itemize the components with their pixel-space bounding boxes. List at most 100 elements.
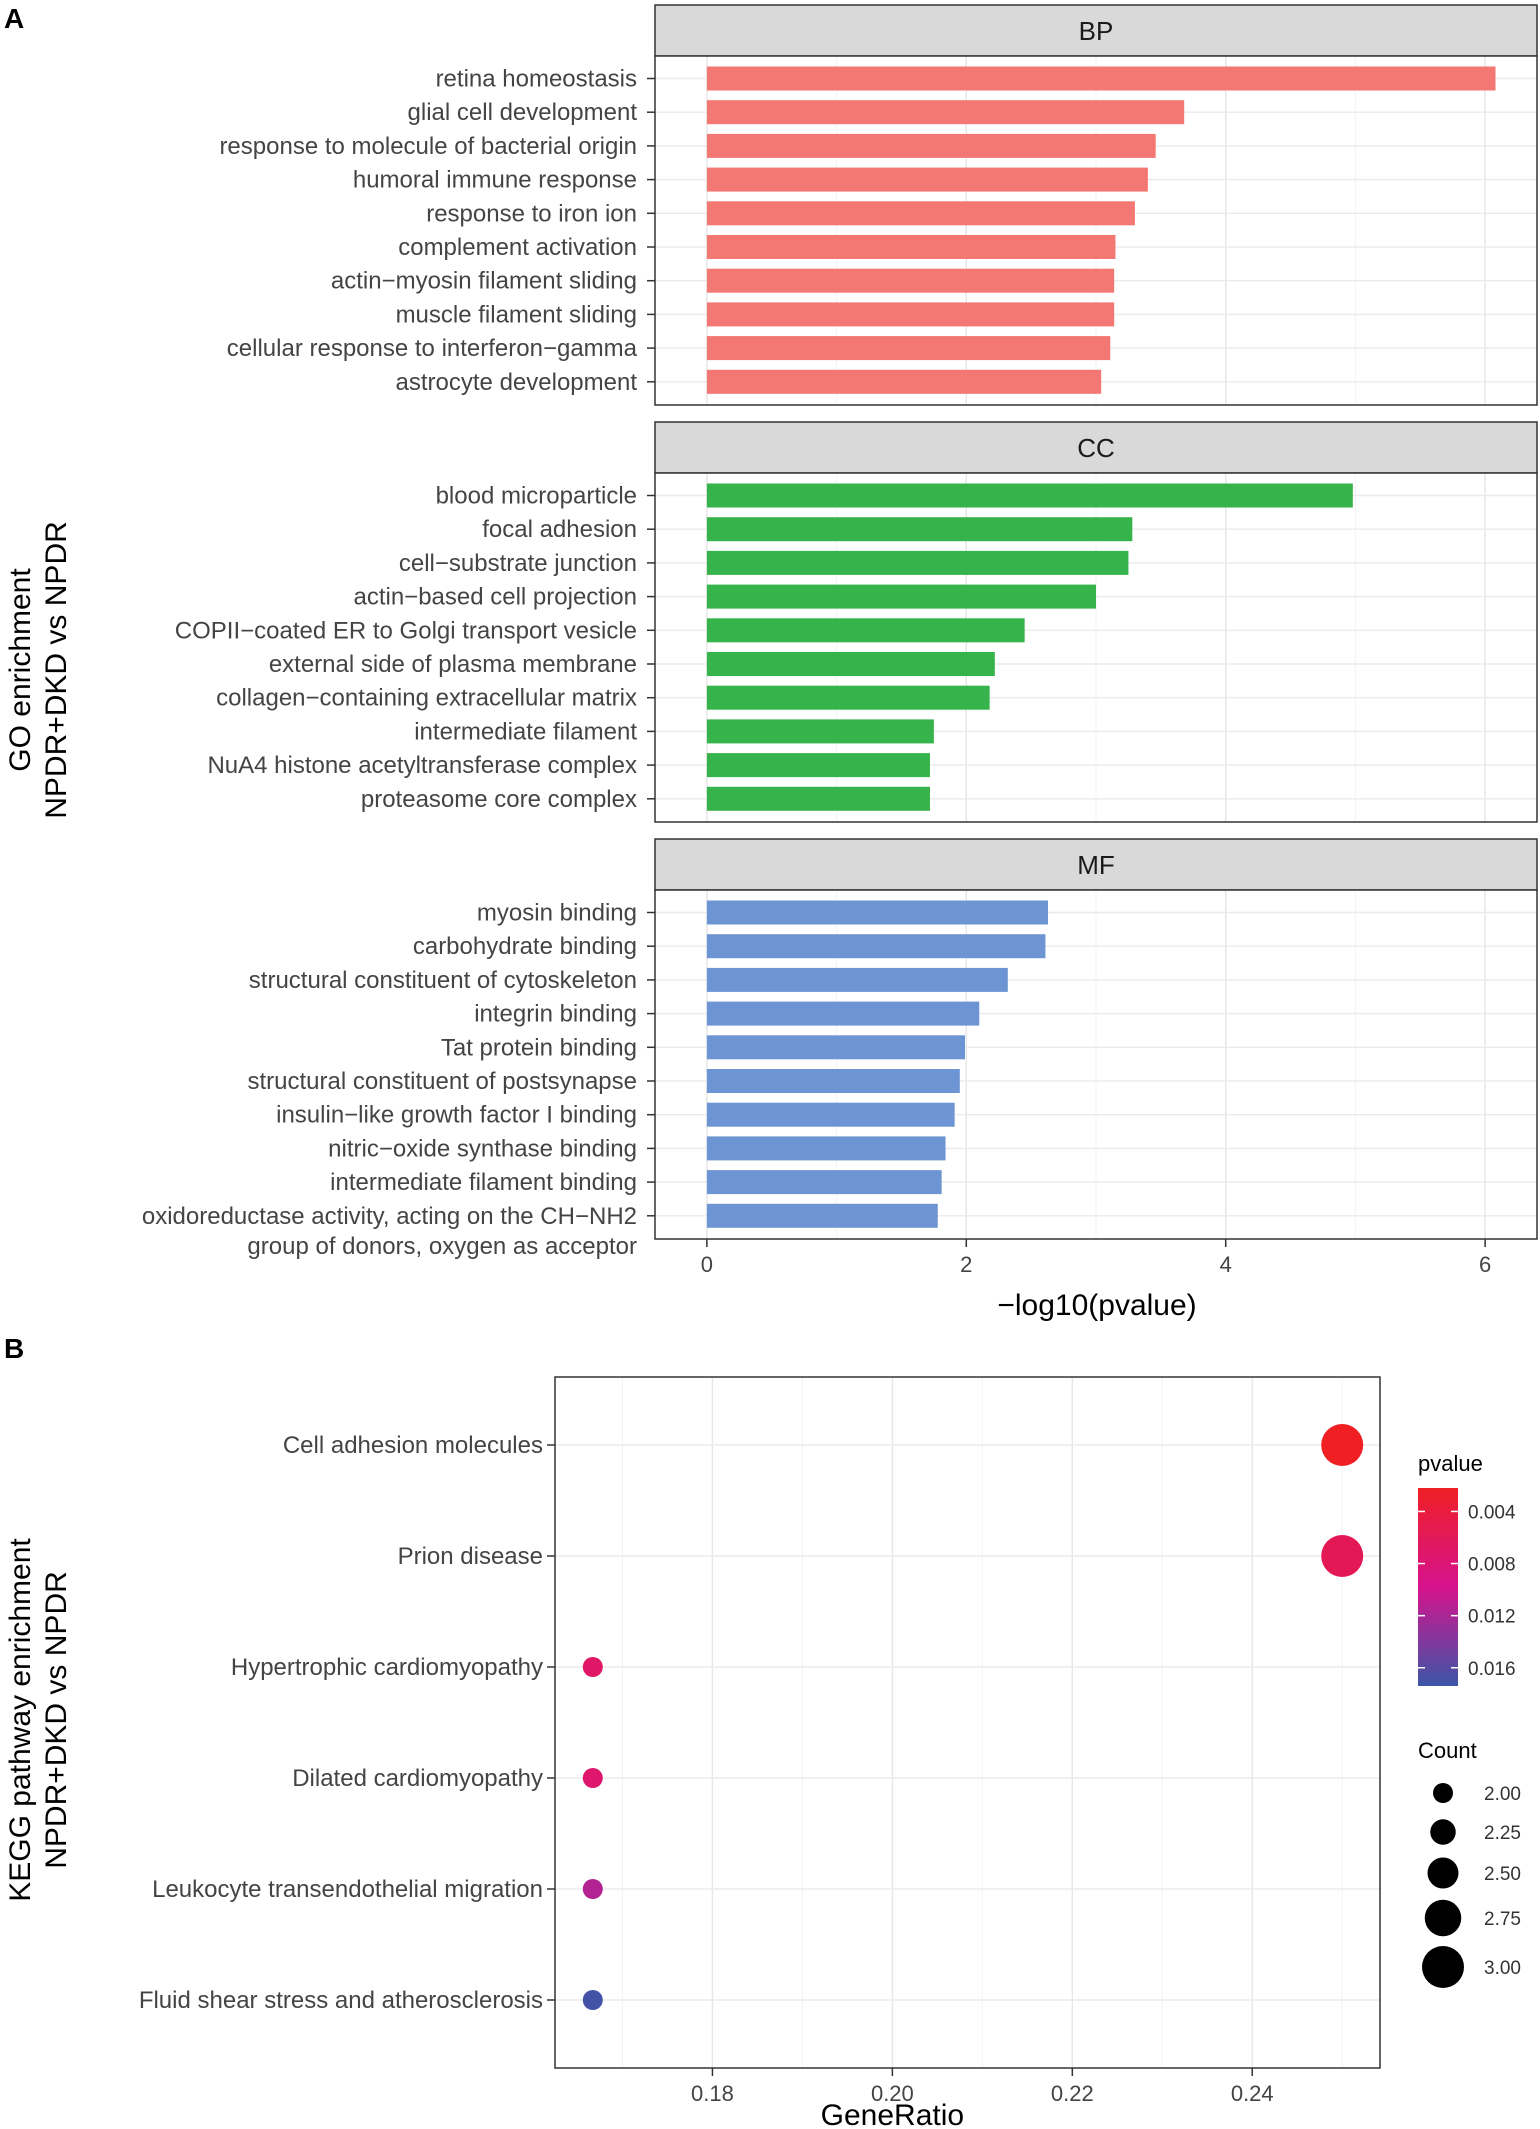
x-axis-title: GeneRatio xyxy=(821,2099,964,2129)
colorbar-label: 0.008 xyxy=(1468,1555,1516,1576)
category-label: Dilated cardiomyopathy xyxy=(292,1765,543,1792)
data-point xyxy=(1321,1535,1364,1577)
bar xyxy=(706,1035,965,1060)
category-label: collagen−containing extracellular matrix xyxy=(216,685,637,712)
bar xyxy=(706,1136,946,1161)
category-label: cellular response to interferon−gamma xyxy=(227,335,638,362)
facet-strip xyxy=(654,838,1538,891)
x-tick-label: 0.18 xyxy=(691,2081,734,2106)
category-label: Fluid shear stress and atherosclerosis xyxy=(139,1987,543,2014)
x-tick-label: 0.20 xyxy=(871,2081,914,2106)
bar xyxy=(706,1102,955,1127)
category-label: insulin−like growth factor I binding xyxy=(276,1102,637,1129)
bar xyxy=(706,302,1115,327)
legend-title-count: Count xyxy=(1418,1738,1477,1763)
bar xyxy=(706,1170,942,1195)
y-axis-title: GO enrichment xyxy=(4,568,37,772)
x-tick-label: 0.24 xyxy=(1231,2081,1274,2106)
bar xyxy=(706,900,1049,925)
x-tick-label: 6 xyxy=(1479,1252,1491,1277)
bar xyxy=(706,336,1111,361)
category-label: group of donors, oxygen as acceptor xyxy=(247,1233,637,1260)
bar xyxy=(706,967,1008,992)
category-label: intermediate filament binding xyxy=(330,1169,637,1196)
category-label: cell−substrate junction xyxy=(399,550,637,577)
go-axis: −log10(pvalue) GO enrichment NPDR+DKD vs N… xyxy=(4,521,1197,1322)
category-label: proteasome core complex xyxy=(361,786,637,813)
panel-border xyxy=(654,472,1538,823)
category-label: nitric−oxide synthase binding xyxy=(328,1135,637,1162)
category-label: response to molecule of bacterial origin xyxy=(219,133,637,160)
colorbar-label: 0.004 xyxy=(1468,1502,1516,1523)
colorbar xyxy=(1418,1488,1458,1686)
facet-strip-label: BP xyxy=(1079,16,1114,46)
category-label: Leukocyte transendothelial migration xyxy=(152,1876,543,1903)
size-legend-label: 2.00 xyxy=(1484,1784,1521,1805)
category-label: complement activation xyxy=(398,234,637,261)
bar xyxy=(706,483,1353,508)
bar xyxy=(706,1203,938,1228)
facet-strip xyxy=(654,4,1538,57)
size-legend-dot xyxy=(1427,1857,1459,1889)
data-point xyxy=(582,1657,603,1677)
data-point xyxy=(582,1768,603,1788)
category-label: external side of plasma membrane xyxy=(269,651,637,678)
data-point xyxy=(1321,1424,1364,1466)
category-label: oxidoreductase activity, acting on the C… xyxy=(142,1203,637,1230)
x-tick-label: 0.22 xyxy=(1051,2081,1094,2106)
bar xyxy=(706,550,1129,575)
y-axis-title: KEGG pathway enrichment xyxy=(4,1538,37,1902)
x-tick-label: 2 xyxy=(960,1252,972,1277)
facet-bp: BP retina homeostasis glial cell developme… xyxy=(219,4,1538,406)
panel-border xyxy=(654,55,1538,406)
facet-strip-label: CC xyxy=(1077,433,1115,463)
x-tick-label: 0 xyxy=(701,1252,713,1277)
bar xyxy=(706,719,934,744)
panel-border xyxy=(654,889,1538,1240)
category-label: carbohydrate binding xyxy=(413,933,637,960)
y-axis-title: NPDR+DKD vs NPDR xyxy=(40,521,73,819)
bar xyxy=(706,201,1135,226)
plot-background xyxy=(555,1377,1380,2068)
size-legend-dot xyxy=(1433,1783,1453,1803)
data-point xyxy=(582,1879,603,1899)
size-legend-dot xyxy=(1430,1819,1456,1845)
bar xyxy=(706,584,1096,609)
bar xyxy=(706,1001,980,1026)
bar xyxy=(706,685,990,710)
bar xyxy=(706,618,1025,643)
legend: pvalue 0.004 0.008 0.012 0.016 Count 2.00 2.25 2… xyxy=(1418,1451,1521,1988)
category-label: actin−myosin filament sliding xyxy=(331,268,637,295)
category-label: muscle filament sliding xyxy=(396,301,637,328)
y-axis-title: NPDR+DKD vs NPDR xyxy=(40,1571,73,1869)
kegg-dotplot: Cell adhesion molecules Prion disease Hype… xyxy=(4,1376,1521,2129)
category-label: integrin binding xyxy=(474,1001,637,1028)
x-axis-title: −log10(pvalue) xyxy=(997,1289,1196,1322)
colorbar-label: 0.012 xyxy=(1468,1607,1516,1628)
category-label: glial cell development xyxy=(408,99,638,126)
category-label: intermediate filament xyxy=(414,718,637,745)
facet-mf: MF myosin binding carbohydrate binding stru… xyxy=(142,838,1538,1277)
category-label: response to iron ion xyxy=(426,200,637,227)
category-label: Hypertrophic cardiomyopathy xyxy=(231,1654,543,1681)
data-point xyxy=(582,1990,603,2010)
size-legend-label: 2.75 xyxy=(1484,1909,1521,1930)
bar xyxy=(706,753,930,778)
legend-title-pvalue: pvalue xyxy=(1418,1451,1483,1476)
panel-label-a: A xyxy=(4,3,24,34)
category-label: astrocyte development xyxy=(396,369,638,396)
category-label: Cell adhesion molecules xyxy=(283,1432,543,1459)
bar xyxy=(706,934,1046,959)
panel-label-b: B xyxy=(4,1333,24,1364)
bar xyxy=(706,786,930,811)
category-label: focal adhesion xyxy=(482,516,637,543)
bar xyxy=(706,167,1148,192)
size-legend-dot xyxy=(1424,1899,1462,1937)
bar xyxy=(706,1069,960,1093)
category-label: structural constituent of cytoskeleton xyxy=(249,967,637,994)
category-label: NuA4 histone acetyltransferase complex xyxy=(207,752,637,779)
size-legend-dot xyxy=(1422,1946,1464,1988)
bar xyxy=(706,652,995,676)
x-tick-label: 4 xyxy=(1220,1252,1232,1277)
